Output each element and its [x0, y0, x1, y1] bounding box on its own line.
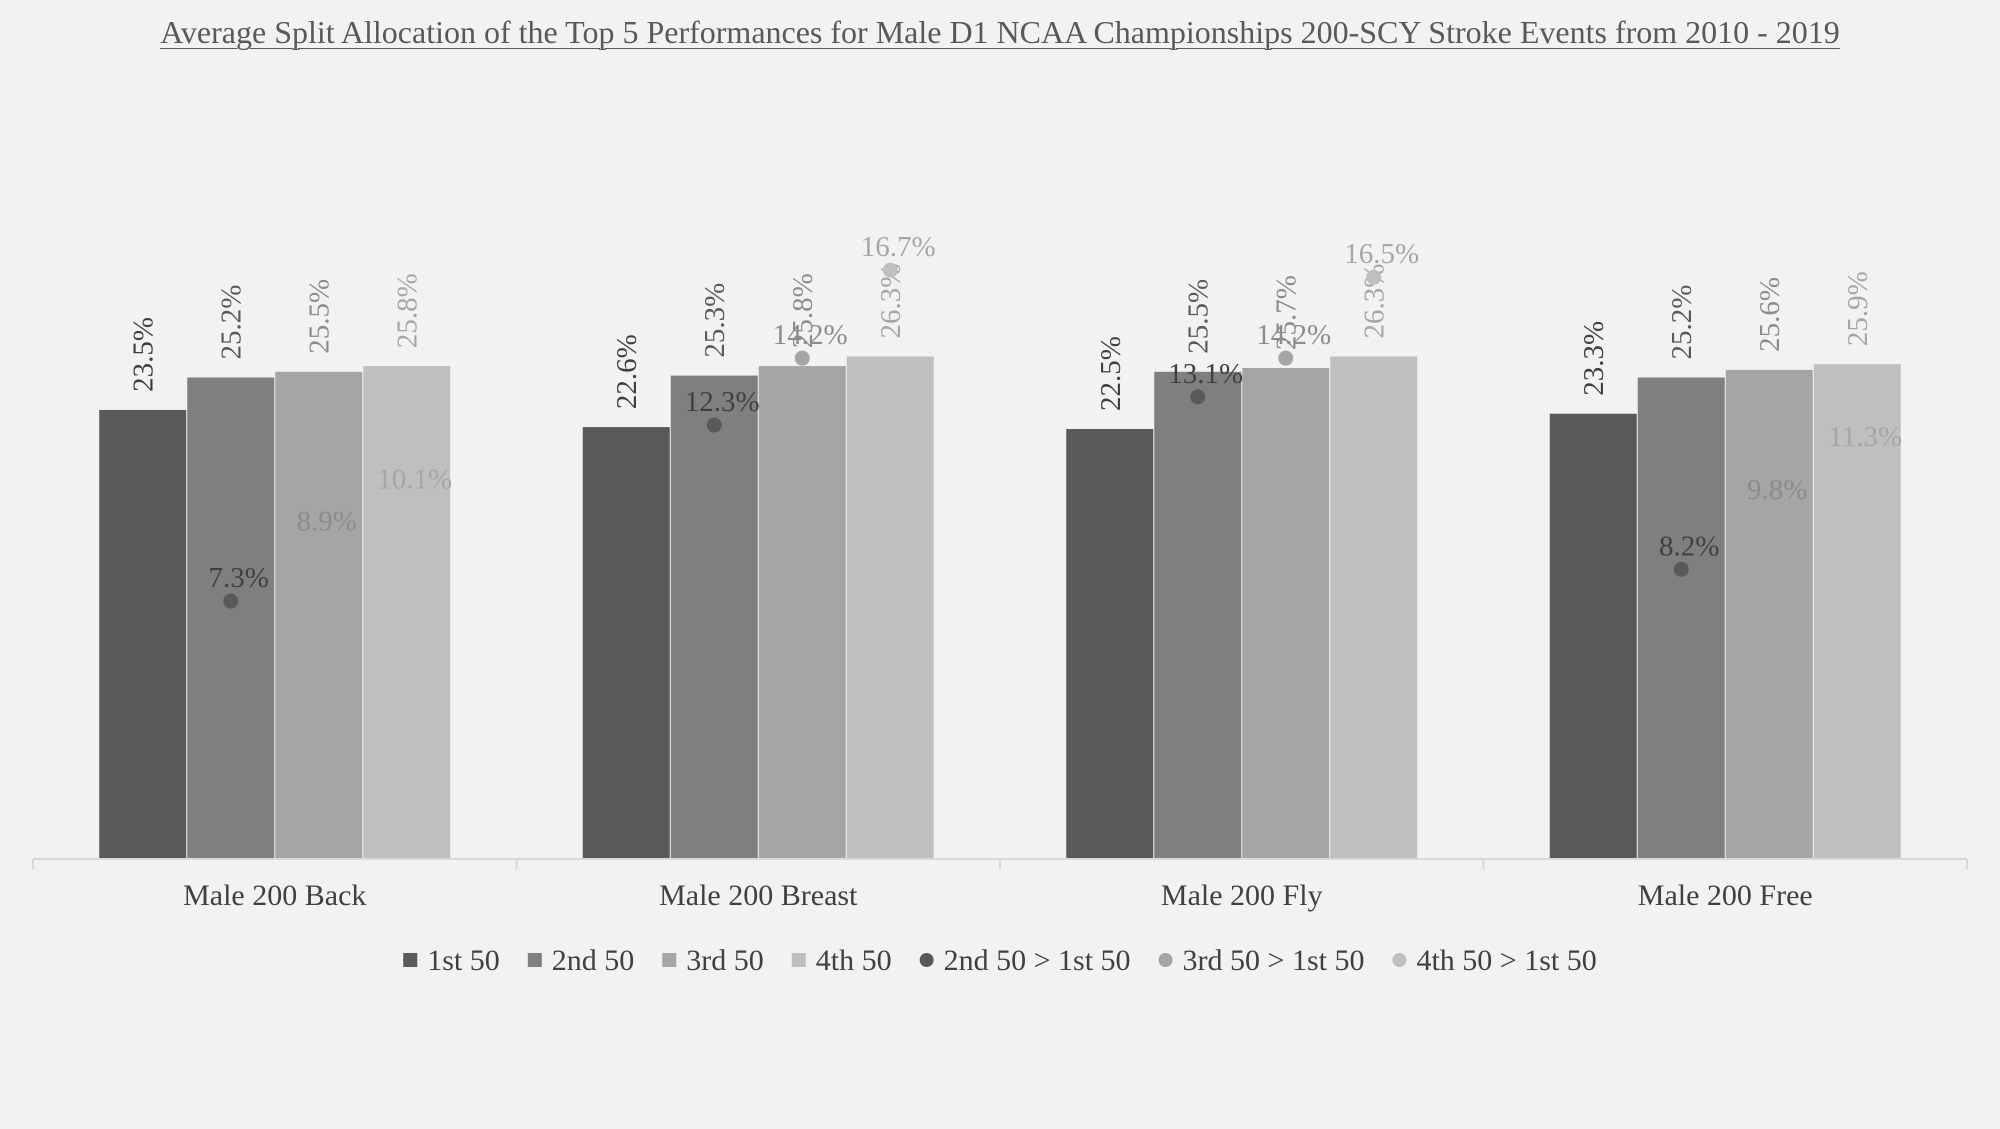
bar-2nd-50-male-200-breast	[670, 375, 758, 858]
dot-2nd-50-1st-50-male-200-free	[1673, 561, 1689, 577]
bar-4th-50-male-200-free	[1813, 364, 1901, 858]
legend-item-4th-50-1st-50: 4th 50 > 1st 50	[1392, 944, 1597, 977]
dot-2nd-50-1st-50-male-200-fly	[1190, 389, 1206, 405]
bar-label-2nd-50-male-200-breast: 25.3%	[699, 283, 731, 358]
legend-item-3rd-50-1st-50: 3rd 50 > 1st 50	[1158, 944, 1365, 977]
bar-1st-50-male-200-fly	[1066, 429, 1154, 858]
bar-label-2nd-50-male-200-fly: 25.5%	[1183, 279, 1215, 354]
bar-1st-50-male-200-free	[1549, 413, 1637, 858]
bar-4th-50-male-200-fly	[1330, 356, 1418, 858]
legend-label-2nd-50: 2nd 50	[552, 944, 635, 977]
legend-item-2nd-50: 2nd 50	[527, 944, 635, 977]
legend-marker-2nd-50	[527, 953, 542, 967]
legend-item-1st-50: 1st 50	[403, 944, 500, 977]
bar-4th-50-male-200-back	[363, 366, 451, 858]
legend-marker-4th-50-1st-50	[1392, 953, 1407, 967]
dot-2nd-50-1st-50-male-200-back	[223, 593, 239, 609]
bar-3rd-50-male-200-breast	[758, 366, 846, 858]
dot-label-3rd-50-1st-50-male-200-free: 9.8%	[1747, 474, 1807, 506]
category-label-male-200-free: Male 200 Free	[1638, 879, 1813, 912]
dot-3rd-50-1st-50-male-200-fly	[1278, 350, 1294, 366]
category-label-male-200-breast: Male 200 Breast	[659, 879, 858, 912]
dot-label-2nd-50-1st-50-male-200-breast: 12.3%	[685, 386, 760, 418]
dot-3rd-50-1st-50-male-200-back	[311, 537, 327, 553]
legend-marker-3rd-50	[662, 953, 677, 967]
bar-label-1st-50-male-200-fly: 22.5%	[1095, 336, 1127, 411]
dot-2nd-50-1st-50-male-200-breast	[706, 417, 722, 433]
dot-label-2nd-50-1st-50-male-200-back: 7.3%	[209, 562, 269, 594]
legend-item-2nd-50-1st-50: 2nd 50 > 1st 50	[919, 944, 1131, 977]
bar-label-1st-50-male-200-back: 23.5%	[128, 317, 160, 392]
legend-label-2nd-50-1st-50: 2nd 50 > 1st 50	[944, 944, 1131, 977]
bar-3rd-50-male-200-back	[275, 371, 363, 858]
legend-marker-3rd-50-1st-50	[1158, 953, 1173, 967]
bar-1st-50-male-200-breast	[582, 427, 670, 858]
bar-label-4th-50-male-200-free: 25.9%	[1842, 271, 1874, 346]
bar-label-3rd-50-male-200-breast: 25.8%	[787, 273, 819, 348]
legend-marker-1st-50	[403, 953, 418, 967]
bar-2nd-50-male-200-fly	[1154, 371, 1242, 858]
dot-4th-50-1st-50-male-200-back	[399, 494, 415, 510]
dot-3rd-50-1st-50-male-200-breast	[794, 350, 810, 366]
legend-marker-2nd-50-1st-50	[919, 953, 934, 967]
bar-label-3rd-50-male-200-back: 25.5%	[304, 279, 336, 354]
bar-label-4th-50-male-200-back: 25.8%	[392, 273, 424, 348]
bar-label-3rd-50-male-200-fly: 25.7%	[1271, 275, 1303, 350]
dot-label-3rd-50-1st-50-male-200-fly: 14.2%	[1256, 319, 1331, 351]
bar-label-1st-50-male-200-free: 23.3%	[1578, 321, 1610, 396]
bar-label-3rd-50-male-200-free: 25.6%	[1754, 277, 1786, 352]
dot-label-2nd-50-1st-50-male-200-fly: 13.1%	[1168, 358, 1243, 390]
legend-item-4th-50: 4th 50	[791, 944, 892, 977]
legend-label-3rd-50-1st-50: 3rd 50 > 1st 50	[1183, 944, 1365, 977]
dot-label-4th-50-1st-50-male-200-breast: 16.7%	[861, 231, 936, 263]
dot-4th-50-1st-50-male-200-free	[1849, 452, 1865, 468]
bar-2nd-50-male-200-back	[187, 377, 275, 858]
bar-label-2nd-50-male-200-back: 25.2%	[216, 285, 248, 360]
bar-2nd-50-male-200-free	[1637, 377, 1725, 858]
dot-label-4th-50-1st-50-male-200-fly: 16.5%	[1344, 238, 1419, 270]
bar-label-2nd-50-male-200-free: 25.2%	[1666, 285, 1698, 360]
dot-label-3rd-50-1st-50-male-200-breast: 14.2%	[773, 319, 848, 351]
category-label-male-200-fly: Male 200 Fly	[1161, 879, 1323, 912]
legend-marker-4th-50	[791, 953, 806, 967]
legend-label-4th-50: 4th 50	[816, 944, 892, 977]
category-label-male-200-back: Male 200 Back	[183, 879, 366, 912]
legend-label-1st-50: 1st 50	[427, 944, 500, 977]
dot-label-2nd-50-1st-50-male-200-free: 8.2%	[1659, 530, 1719, 562]
dot-label-3rd-50-1st-50-male-200-back: 8.9%	[297, 506, 357, 538]
bar-label-1st-50-male-200-breast: 22.6%	[611, 334, 643, 409]
dot-4th-50-1st-50-male-200-breast	[882, 262, 898, 278]
bar-3rd-50-male-200-free	[1725, 369, 1813, 858]
dot-3rd-50-1st-50-male-200-free	[1761, 505, 1777, 521]
bar-4th-50-male-200-breast	[846, 356, 934, 858]
bar-1st-50-male-200-back	[99, 409, 187, 858]
chart-title: Average Split Allocation of the Top 5 Pe…	[160, 14, 1840, 50]
legend-label-4th-50-1st-50: 4th 50 > 1st 50	[1416, 944, 1596, 977]
bar-3rd-50-male-200-fly	[1242, 367, 1330, 858]
dot-label-4th-50-1st-50-male-200-free: 11.3%	[1828, 421, 1902, 453]
legend-item-3rd-50: 3rd 50	[662, 944, 764, 977]
legend-label-3rd-50: 3rd 50	[686, 944, 764, 977]
dot-label-4th-50-1st-50-male-200-back: 10.1%	[377, 463, 452, 495]
dot-4th-50-1st-50-male-200-fly	[1366, 269, 1382, 285]
